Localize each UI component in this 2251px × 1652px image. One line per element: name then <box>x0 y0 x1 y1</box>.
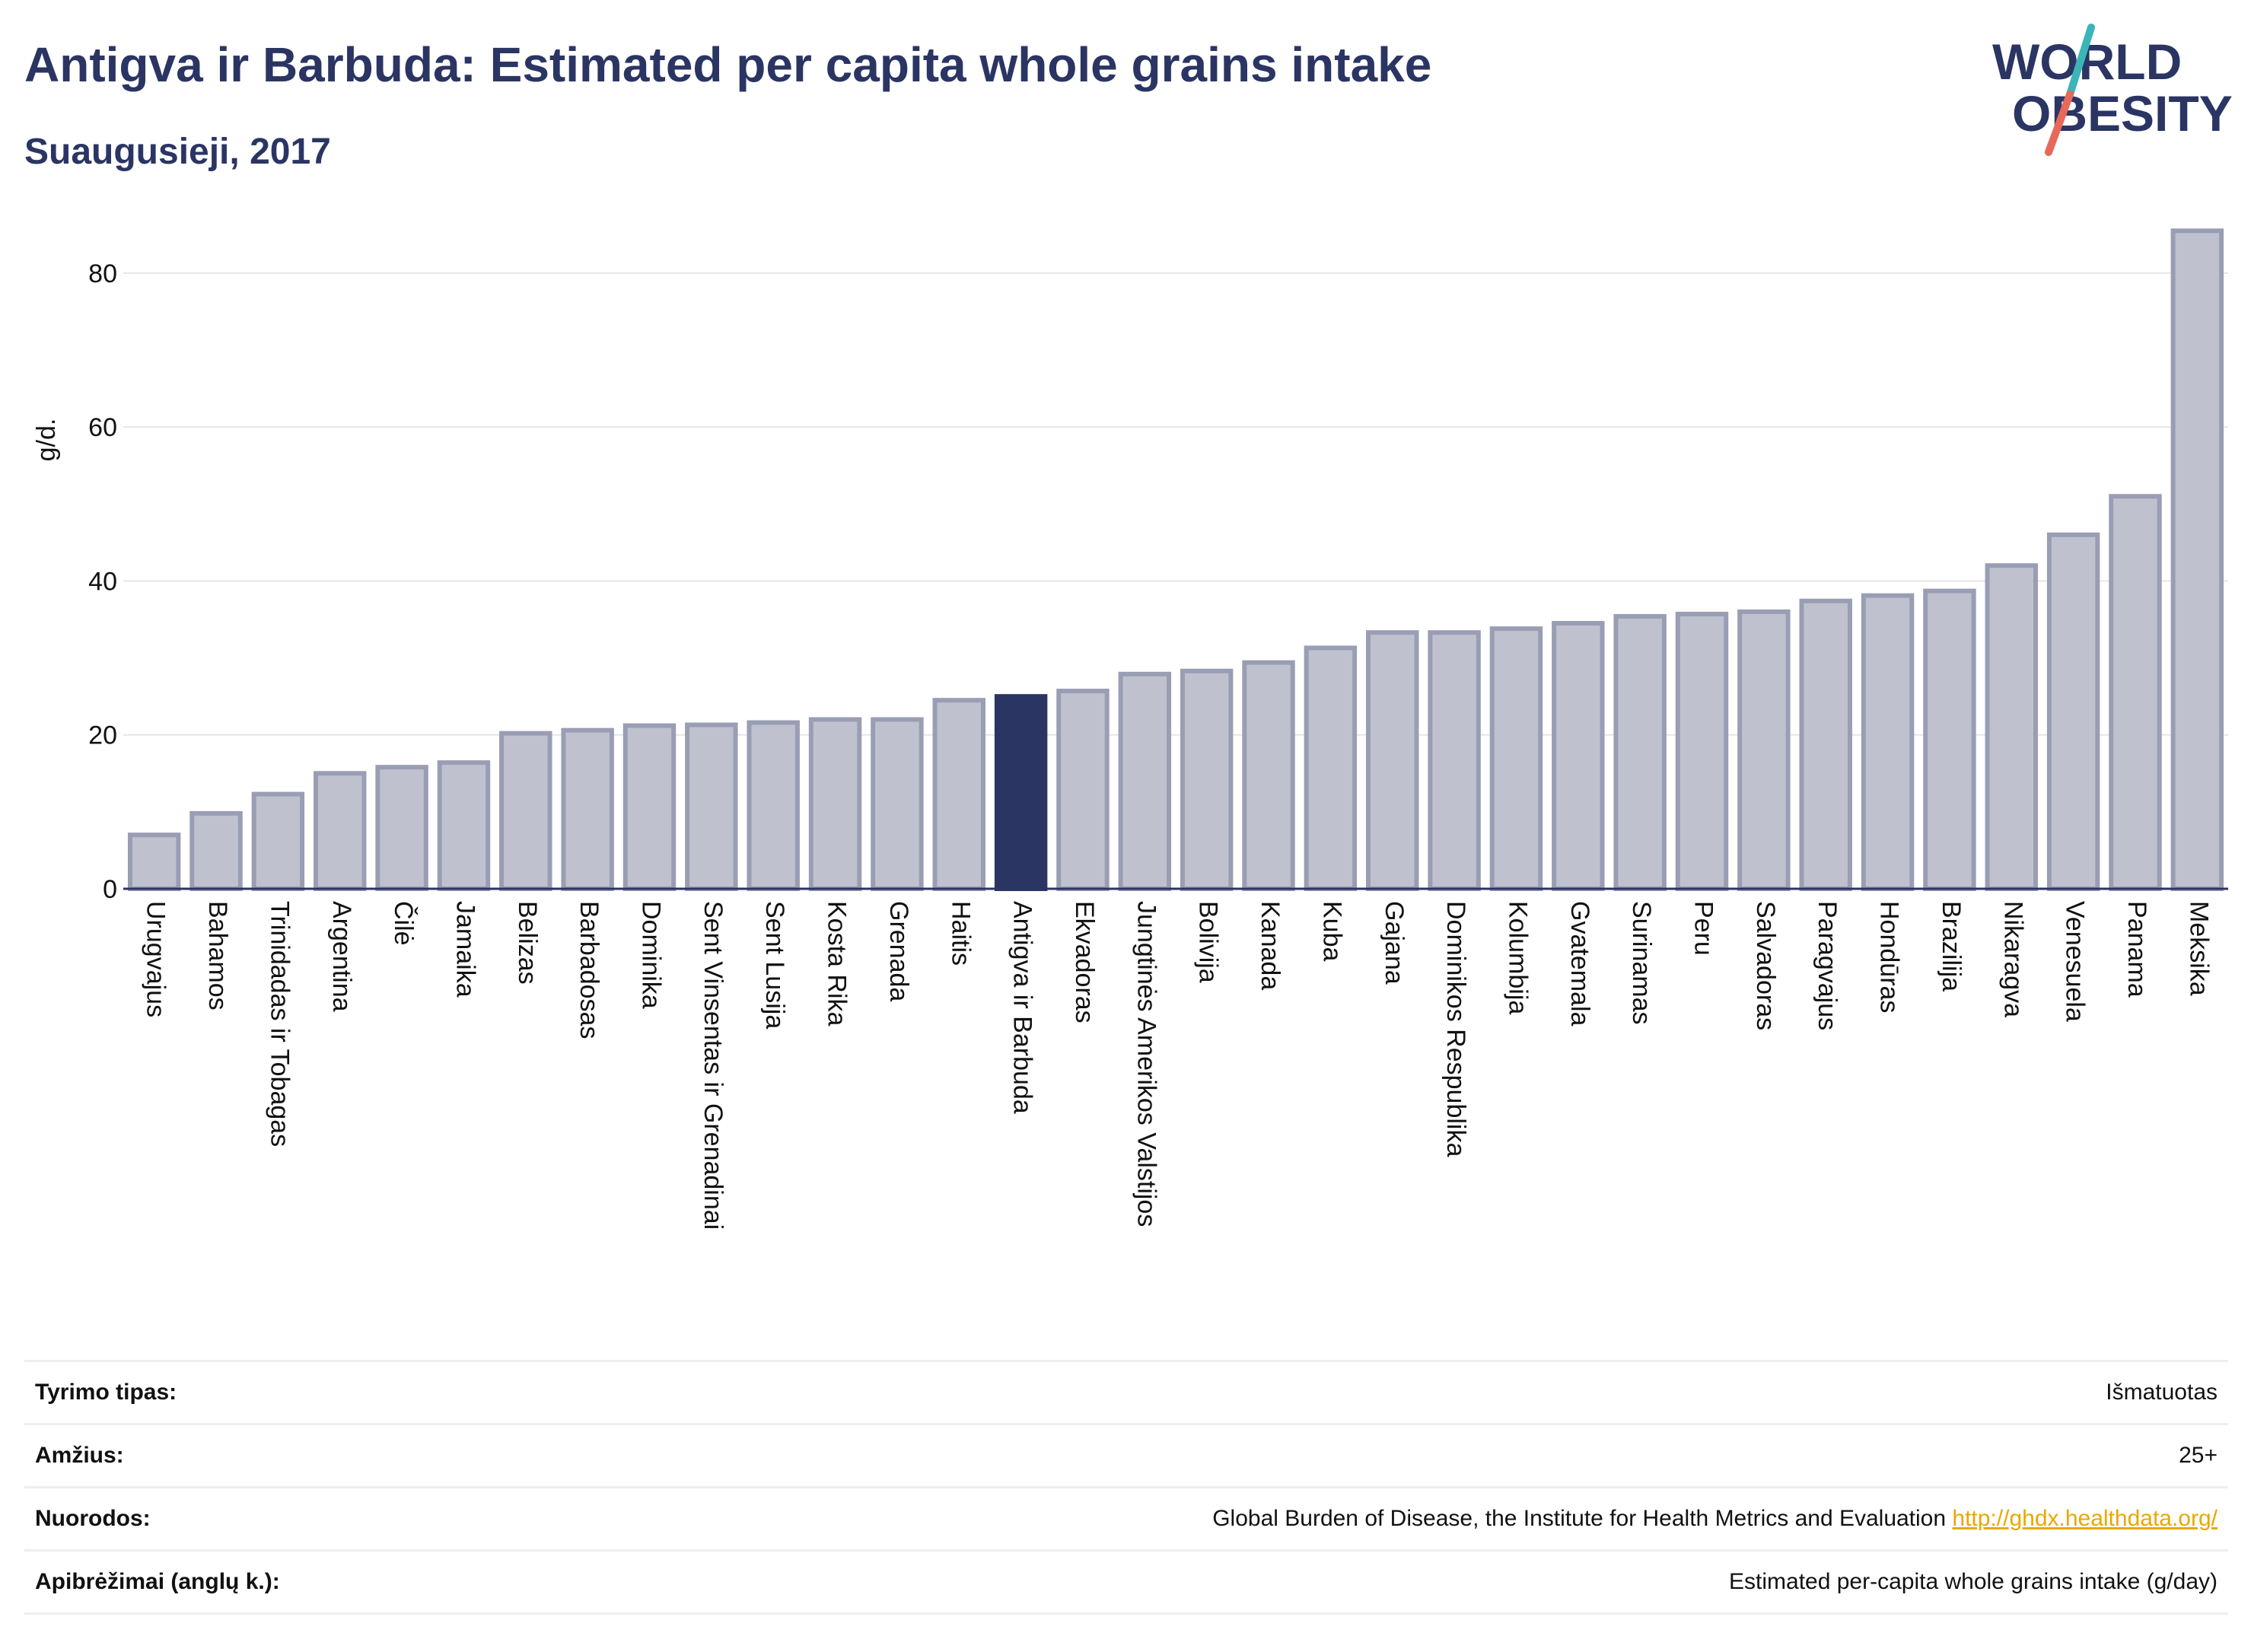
bar-27 <box>1799 598 1852 891</box>
x-tick-label: Kosta Rika <box>823 901 852 1026</box>
x-tick-label: Urugvajus <box>142 901 170 1017</box>
x-tick-label: Surinamas <box>1627 901 1656 1025</box>
bar-29 <box>1923 588 1976 892</box>
meta-row-study-type: Tyrimo tipas: Išmatuotas <box>24 1362 2228 1425</box>
bar-26 <box>1737 609 1791 892</box>
bar-31 <box>2046 532 2100 891</box>
bar-5 <box>437 760 491 891</box>
y-tick-label: 40 <box>88 567 117 596</box>
meta-value-wrap: Global Burden of Disease, the Institute … <box>1212 1506 2218 1532</box>
x-tick-label: Čilė <box>389 901 418 946</box>
bar-16 <box>1118 671 1172 891</box>
meta-value: Išmatuotas <box>2106 1380 2218 1405</box>
bar-1 <box>189 810 243 891</box>
bar-21 <box>1428 630 1481 891</box>
bar-10 <box>747 720 800 892</box>
bar-2 <box>251 791 305 892</box>
x-tick-label: Argentina <box>327 901 356 1012</box>
meta-value: 25+ <box>2179 1443 2218 1468</box>
bar-19 <box>1304 645 1358 891</box>
bar-30 <box>1985 563 2038 892</box>
bars <box>127 228 2224 892</box>
bar-15 <box>1056 689 1110 891</box>
logo-line-2: OBESITY <box>2012 85 2233 142</box>
logo-slash-teal <box>2066 24 2095 98</box>
bar-28 <box>1861 593 1915 892</box>
bar-17 <box>1180 668 1234 892</box>
bar-11 <box>808 717 862 891</box>
x-tick-label: Kuba <box>1317 901 1346 961</box>
meta-label: Apibrėžimai (anglų k.): <box>35 1569 280 1594</box>
x-tick-label: Panama <box>2122 901 2151 998</box>
bar-18 <box>1242 660 1295 892</box>
x-tick-label: Meksika <box>2184 901 2213 996</box>
meta-value: Global Burden of Disease, the Institute … <box>1212 1506 1947 1531</box>
x-tick-label: Paragvajus <box>1813 901 1842 1030</box>
x-tick-label: Dominika <box>637 901 666 1009</box>
bar-20 <box>1366 630 1419 891</box>
x-tick-label: Haitis <box>946 901 975 966</box>
y-tick-labels: 0 20 40 60 80 <box>88 259 117 904</box>
x-tick-label: Trinidadas ir Tobagas <box>265 901 294 1147</box>
x-tick-label: Jungtinės Amerikos Valstijos <box>1132 901 1161 1227</box>
bar-8 <box>622 723 677 891</box>
bar-33 <box>2170 228 2224 891</box>
y-axis-label: g/d. <box>32 419 61 462</box>
bar-13 <box>932 698 985 891</box>
x-tick-label: Jamaika <box>451 901 479 998</box>
x-tick-label: Kanada <box>1256 901 1285 990</box>
x-tick-label: Ekvadoras <box>1070 901 1099 1023</box>
x-tick-label: Sent Vinsentas ir Grenadinai <box>699 901 728 1230</box>
bar-4 <box>375 765 428 891</box>
bar-25 <box>1675 611 1729 891</box>
x-tick-label: Salvadoras <box>1751 901 1780 1030</box>
bar-32 <box>2109 494 2162 891</box>
meta-value: Estimated per-capita whole grains intake… <box>1729 1569 2218 1594</box>
y-tick-label: 80 <box>88 259 117 288</box>
chart-title: Antigva ir Barbuda: Estimated per capita… <box>24 37 1432 92</box>
x-tick-label: Bahamos <box>203 901 232 1011</box>
x-tick-label: Venesuela <box>2061 901 2090 1022</box>
y-tick-label: 20 <box>88 721 117 750</box>
meta-label: Nuorodos: <box>35 1506 151 1531</box>
x-tick-label: Hondūras <box>1875 901 1904 1013</box>
x-tick-label: Bolivija <box>1194 901 1223 983</box>
x-tick-label: Peru <box>1689 901 1718 956</box>
meta-label: Tyrimo tipas: <box>35 1380 177 1405</box>
bar-14 <box>994 694 1048 892</box>
x-tick-label: Sent Lusija <box>760 901 789 1029</box>
x-tick-label: Dominikos Respublika <box>1441 901 1470 1157</box>
x-tick-label: Gajana <box>1380 901 1409 985</box>
bar-22 <box>1489 626 1543 892</box>
chart-subtitle: Suaugusieji, 2017 <box>24 132 331 172</box>
world-obesity-logo: WORLD OBESITY <box>1992 24 2233 156</box>
x-tick-label: Nikaragva <box>1998 901 2027 1017</box>
x-tick-label: Kolumbija <box>1503 901 1532 1014</box>
x-tick-label: Antigva ir Barbuda <box>1008 901 1037 1114</box>
logo-slash-coral <box>2045 91 2074 156</box>
source-link[interactable]: http://ghdx.healthdata.org/ <box>1952 1506 2218 1531</box>
bar-6 <box>499 731 552 891</box>
x-tick-label: Brazilija <box>1937 901 1966 992</box>
bar-7 <box>561 727 614 892</box>
bar-3 <box>314 771 367 892</box>
meta-row-references: Nuorodos: Global Burden of Disease, the … <box>24 1488 2228 1552</box>
bar-23 <box>1552 621 1605 891</box>
bar-0 <box>127 832 181 892</box>
x-tick-label: Barbadosas <box>575 901 603 1039</box>
bar-24 <box>1613 613 1667 892</box>
x-tick-labels: Urugvajus Bahamos Trinidadas ir Tobagas Arg… <box>142 901 2214 1230</box>
bar-9 <box>685 722 738 891</box>
y-tick-label: 60 <box>88 413 117 442</box>
metadata-table: Tyrimo tipas: Išmatuotas Amžius: 25+ Nuo… <box>24 1360 2228 1615</box>
x-tick-label: Gvatemala <box>1565 901 1594 1026</box>
bar-12 <box>871 717 924 891</box>
meta-row-age: Amžius: 25+ <box>24 1425 2228 1488</box>
x-tick-label: Grenada <box>884 901 913 1001</box>
meta-label: Amžius: <box>35 1443 124 1468</box>
y-tick-label: 0 <box>103 875 117 904</box>
meta-row-definitions: Apibrėžimai (anglų k.): Estimated per-ca… <box>24 1552 2228 1615</box>
x-tick-label: Belizas <box>513 901 542 985</box>
bar-chart: 0 20 40 60 80 Urugvajus Bahamos Trinidadas ir … <box>32 228 2228 1230</box>
